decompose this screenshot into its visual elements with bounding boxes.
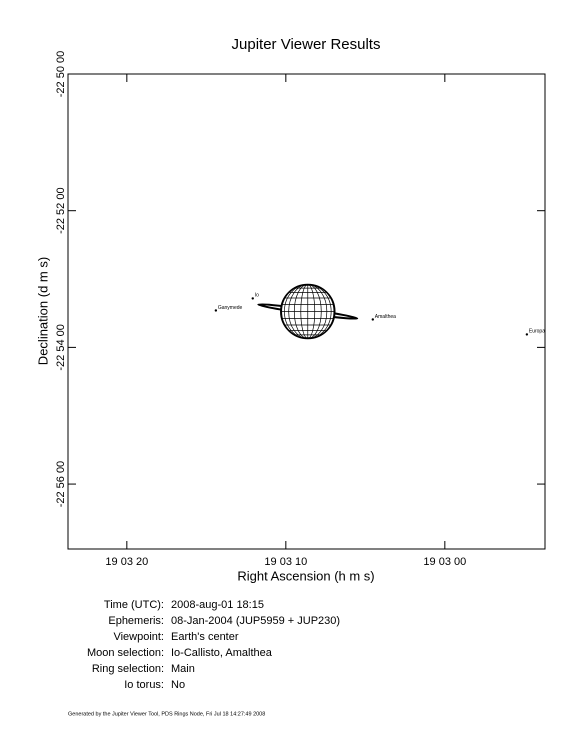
moon-label: Europa: [529, 329, 545, 335]
info-label: Ephemeris:: [108, 615, 164, 627]
info-value: Earth's center: [171, 631, 239, 643]
info-label: Moon selection:: [87, 647, 164, 659]
x-tick-label: 19 03 20: [105, 556, 148, 568]
x-tick-label: 19 03 10: [264, 556, 307, 568]
info-value: Io-Callisto, Amalthea: [171, 647, 273, 659]
info-label: Viewpoint:: [113, 631, 164, 643]
moon-label: Ganymede: [218, 305, 243, 311]
footer: Generated by the Jupiter Viewer Tool, PD…: [68, 711, 265, 717]
info-value: 08-Jan-2004 (JUP5959 + JUP230): [171, 615, 340, 627]
moon-point: [214, 309, 218, 312]
x-tick-label: 19 03 00: [423, 556, 466, 568]
info-label: Io torus:: [124, 679, 164, 691]
info-value: No: [171, 679, 185, 691]
x-axis-label: Right Ascension (h m s): [237, 568, 374, 583]
y-tick-label: -22 56 00: [55, 461, 67, 507]
y-tick-label: -22 52 00: [55, 187, 67, 233]
moon-point: [251, 297, 254, 300]
moon-point: [525, 333, 529, 336]
y-tick-label: -22 50 00: [55, 51, 67, 97]
info-value: Main: [171, 663, 195, 675]
planet: [257, 283, 359, 340]
chart-title: Jupiter Viewer Results: [232, 36, 381, 53]
moon-label: Io: [255, 293, 259, 299]
moon-point: [371, 318, 375, 321]
plot-frame: [67, 73, 546, 550]
y-axis-label: Declination (d m s): [35, 257, 50, 365]
info-label: Ring selection:: [92, 663, 164, 675]
moon-label: Amalthea: [375, 314, 396, 320]
info-label: Time (UTC):: [104, 599, 164, 611]
y-tick-label: -22 54 00: [55, 324, 67, 370]
info-value: 2008-aug-01 18:15: [171, 599, 264, 611]
